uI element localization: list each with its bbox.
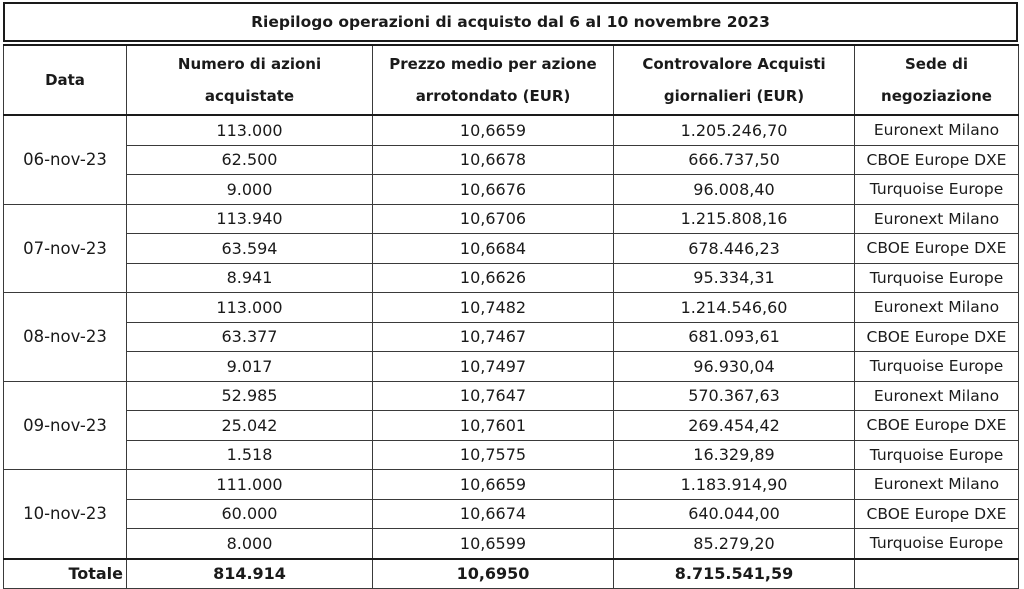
price-cell: 10,6706 (372, 203, 614, 234)
price-cell: 10,7497 (372, 351, 614, 382)
totals-price: 10,6950 (372, 557, 614, 589)
header-venue: Sede di negoziazione (854, 44, 1019, 116)
price-cell: 10,7575 (372, 439, 614, 470)
shares-cell: 113.940 (126, 203, 373, 234)
shares-cell: 9.000 (126, 174, 373, 205)
date-cell: 06-nov-23 (3, 114, 127, 205)
table-row: 06-nov-23 113.000 10,6659 1.205.246,70 E… (3, 114, 1019, 205)
table-row: 60.000 10,6674 640.044,00 CBOE Europe DX… (4, 498, 1019, 529)
totals-label: Totale (3, 557, 127, 589)
shares-cell: 111.000 (126, 469, 373, 500)
value-cell: 1.183.914,90 (613, 469, 855, 500)
date-cell: 10-nov-23 (3, 469, 127, 559)
price-cell: 10,6599 (372, 528, 614, 559)
date-cell: 09-nov-23 (3, 380, 127, 470)
price-cell: 10,7467 (372, 321, 614, 352)
price-cell: 10,6678 (372, 144, 614, 175)
venue-cell: Euronext Milano (854, 292, 1019, 323)
table-row: 10-nov-23 111.000 10,6659 1.183.914,90 E… (3, 469, 1019, 559)
venue-cell: CBOE Europe DXE (854, 321, 1019, 352)
venue-cell: CBOE Europe DXE (854, 498, 1019, 529)
shares-cell: 113.000 (126, 114, 373, 146)
venue-cell: Euronext Milano (854, 114, 1019, 146)
value-cell: 85.279,20 (613, 528, 855, 559)
price-cell: 10,6626 (372, 262, 614, 293)
value-cell: 1.205.246,70 (613, 114, 855, 146)
value-cell: 1.214.546,60 (613, 292, 855, 323)
header-row: Data Numero di azioni acquistate Prezzo … (3, 44, 1019, 116)
price-cell: 10,6684 (372, 233, 614, 264)
shares-cell: 63.594 (126, 233, 373, 264)
table-row: 9.017 10,7497 96.930,04 Turquoise Europe (4, 351, 1019, 382)
purchase-operations-table: Data Numero di azioni acquistate Prezzo … (3, 44, 1019, 589)
shares-cell: 52.985 (126, 380, 373, 411)
venue-cell: CBOE Europe DXE (854, 144, 1019, 175)
venue-cell: Turquoise Europe (854, 351, 1019, 382)
venue-cell: CBOE Europe DXE (854, 410, 1019, 441)
table-row: 25.042 10,7601 269.454,42 CBOE Europe DX… (4, 410, 1019, 441)
price-cell: 10,6676 (372, 174, 614, 205)
venue-cell: CBOE Europe DXE (854, 233, 1019, 264)
table-row: 8.941 10,6626 95.334,31 Turquoise Europe (4, 262, 1019, 293)
venue-cell: Turquoise Europe (854, 528, 1019, 559)
header-shares: Numero di azioni acquistate (126, 44, 373, 116)
value-cell: 96.008,40 (613, 174, 855, 205)
table-row: 09-nov-23 52.985 10,7647 570.367,63 Euro… (3, 380, 1019, 470)
value-cell: 640.044,00 (613, 498, 855, 529)
price-cell: 10,6659 (372, 469, 614, 500)
shares-cell: 8.000 (126, 528, 373, 559)
venue-cell: Turquoise Europe (854, 262, 1019, 293)
value-cell: 269.454,42 (613, 410, 855, 441)
shares-cell: 63.377 (126, 321, 373, 352)
shares-cell: 1.518 (126, 439, 373, 470)
table-title: Riepilogo operazioni di acquisto dal 6 a… (3, 2, 1018, 42)
price-cell: 10,7647 (372, 380, 614, 411)
venue-cell: Euronext Milano (854, 380, 1019, 411)
date-cell: 07-nov-23 (3, 203, 127, 293)
value-cell: 96.930,04 (613, 351, 855, 382)
table-row: 62.500 10,6678 666.737,50 CBOE Europe DX… (4, 144, 1019, 175)
shares-cell: 62.500 (126, 144, 373, 175)
venue-cell: Euronext Milano (854, 469, 1019, 500)
header-avg-price: Prezzo medio per azione arrotondato (EUR… (372, 44, 614, 116)
table-row: 9.000 10,6676 96.008,40 Turquoise Europe (4, 174, 1019, 205)
shares-cell: 8.941 (126, 262, 373, 293)
price-cell: 10,6659 (372, 114, 614, 146)
table-row: 63.377 10,7467 681.093,61 CBOE Europe DX… (4, 321, 1019, 352)
totals-shares: 814.914 (126, 557, 373, 589)
table-row: 08-nov-23 113.000 10,7482 1.214.546,60 E… (3, 292, 1019, 382)
price-cell: 10,7601 (372, 410, 614, 441)
shares-cell: 113.000 (126, 292, 373, 323)
shares-cell: 9.017 (126, 351, 373, 382)
date-cell: 08-nov-23 (3, 292, 127, 382)
totals-venue (854, 557, 1019, 589)
venue-cell: Euronext Milano (854, 203, 1019, 234)
table-row: 63.594 10,6684 678.446,23 CBOE Europe DX… (4, 233, 1019, 264)
shares-cell: 25.042 (126, 410, 373, 441)
value-cell: 16.329,89 (613, 439, 855, 470)
table-row: 07-nov-23 113.940 10,6706 1.215.808,16 E… (3, 203, 1019, 293)
value-cell: 570.367,63 (613, 380, 855, 411)
venue-cell: Turquoise Europe (854, 174, 1019, 205)
totals-row: Totale 814.914 10,6950 8.715.541,59 (3, 557, 1019, 589)
header-date: Data (3, 44, 127, 116)
value-cell: 1.215.808,16 (613, 203, 855, 234)
value-cell: 95.334,31 (613, 262, 855, 293)
price-cell: 10,7482 (372, 292, 614, 323)
value-cell: 678.446,23 (613, 233, 855, 264)
table-row: 8.000 10,6599 85.279,20 Turquoise Europe (4, 528, 1019, 559)
value-cell: 666.737,50 (613, 144, 855, 175)
price-cell: 10,6674 (372, 498, 614, 529)
shares-cell: 60.000 (126, 498, 373, 529)
value-cell: 681.093,61 (613, 321, 855, 352)
header-daily-value: Controvalore Acquisti giornalieri (EUR) (613, 44, 855, 116)
totals-value: 8.715.541,59 (613, 557, 855, 589)
venue-cell: Turquoise Europe (854, 439, 1019, 470)
table-row: 1.518 10,7575 16.329,89 Turquoise Europe (4, 439, 1019, 470)
